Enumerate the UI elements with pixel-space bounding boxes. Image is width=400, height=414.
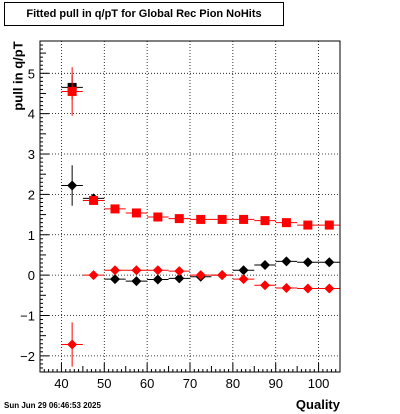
data-point-diamond [88,270,99,281]
data-point-square [196,214,206,224]
data-point-diamond [238,274,249,285]
data-marks [61,67,340,367]
y-tick-label: 3 [28,147,35,162]
timestamp: Sun Jun 29 06:46:53 2025 [4,401,101,410]
data-point-diamond [324,257,335,268]
y-tick-label: 0 [28,268,35,283]
y-axis-label: pull in q/pT [10,41,26,111]
grid-lines [40,41,340,372]
data-point-square [153,212,163,222]
data-point-diamond [302,283,313,294]
y-tick-label: −1 [20,308,35,323]
data-point-diamond [152,274,163,285]
data-point-square [239,214,249,224]
y-tick-label: 1 [28,228,35,243]
chart-title: Fitted pull in q/pT for Global Rec Pion … [26,8,262,20]
x-tick-label: 100 [308,376,330,391]
x-tick-label: 80 [226,376,240,391]
chart-title-box: Fitted pull in q/pT for Global Rec Pion … [4,2,284,26]
data-point-diamond [281,256,292,267]
data-point-diamond [67,180,78,191]
x-tick-label: 40 [54,376,68,391]
data-point-diamond [324,283,335,294]
data-point-diamond [260,260,270,271]
data-point-diamond [174,266,185,277]
data-point-diamond [131,276,142,287]
data-point-square [260,216,270,226]
x-tick-label: 70 [183,376,197,391]
data-point-square [110,204,120,214]
data-point-diamond [281,283,292,294]
axes: 40 50 60 70 80 90 100 −2 −1 0 1 2 3 4 5 [20,40,341,391]
data-point-square [281,218,291,228]
data-point-diamond [195,270,206,281]
data-point-square [131,208,141,218]
data-point-diamond [152,265,163,276]
data-point-diamond [302,257,313,268]
x-axis-label: Quality [295,397,340,412]
data-point-square [303,220,313,230]
x-tick-label: 90 [268,376,282,391]
y-tick-label: 2 [28,187,35,202]
data-point-square [174,214,184,224]
x-tick-label: 50 [97,376,111,391]
data-point-diamond [174,273,185,284]
data-point-diamond [110,265,120,276]
data-point-diamond [238,265,249,276]
data-point-square [324,220,334,230]
data-point-diamond [110,274,120,285]
y-tick-label: 4 [28,107,35,122]
data-point-diamond [131,265,142,276]
data-point-diamond [67,339,78,350]
data-point-square [217,214,227,224]
x-tick-label: 60 [140,376,154,391]
data-point-diamond [260,280,270,291]
data-point-diamond [217,270,228,281]
y-tick-label: 5 [28,66,35,81]
y-tick-label: −2 [20,349,35,364]
data-point-square [67,86,77,96]
data-point-square [89,195,99,205]
